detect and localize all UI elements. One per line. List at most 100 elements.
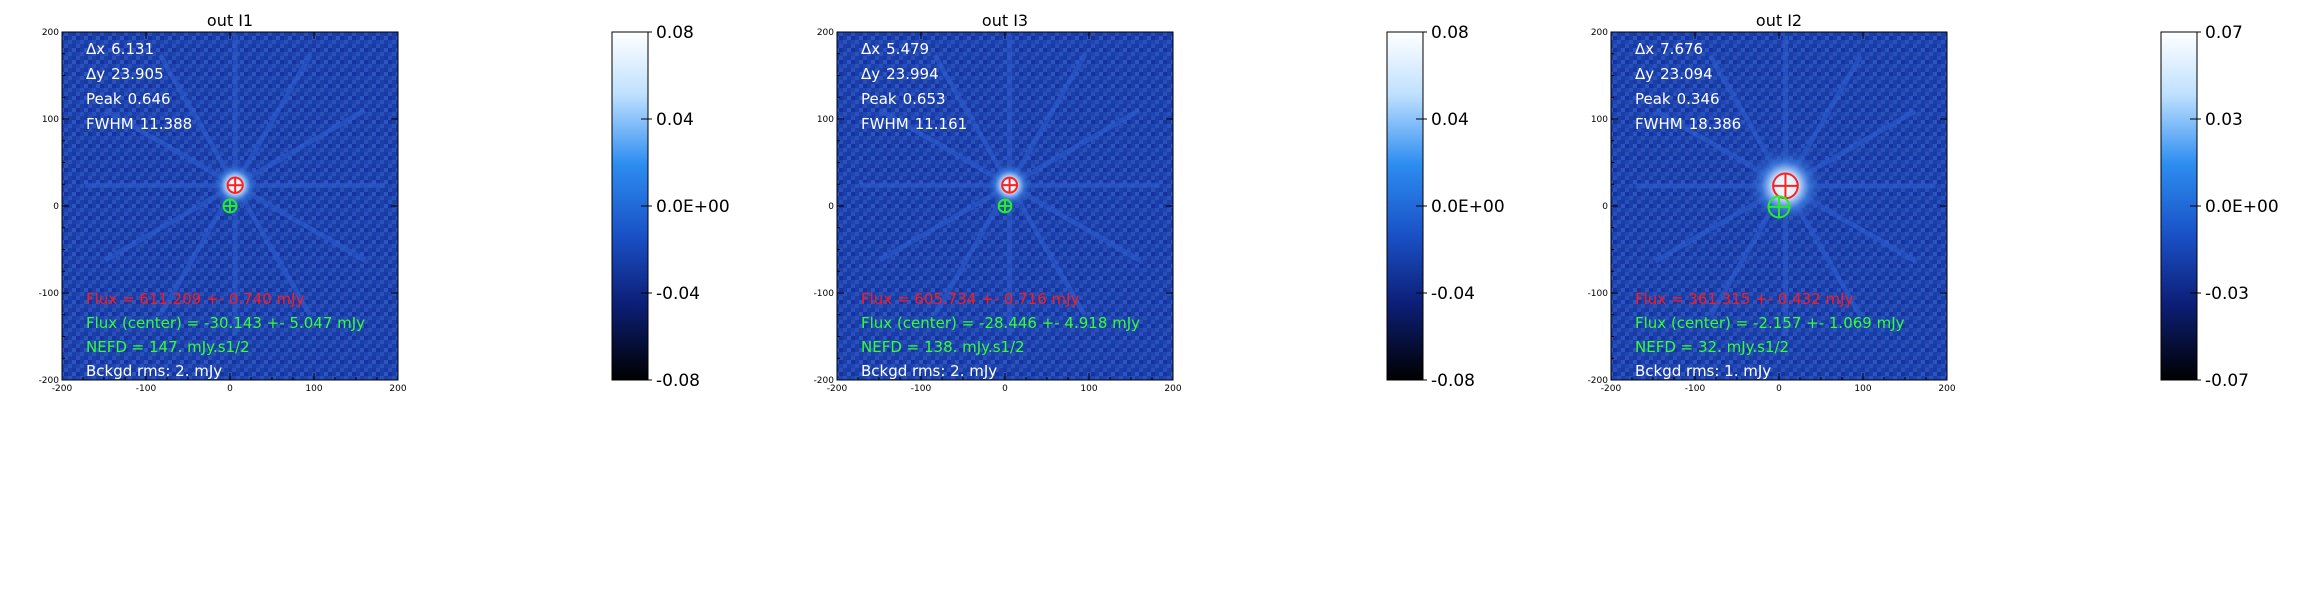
- nefd-text: NEFD = 147. mJy.s1/2: [86, 338, 250, 356]
- flux-center-text: Flux (center) = -30.143 +- 5.047 mJy: [86, 314, 365, 332]
- x-tick-label: -200: [1601, 384, 1622, 394]
- stat-value: 18.386: [1689, 115, 1742, 133]
- stat-value: 11.161: [915, 115, 968, 133]
- stat-value: 0.653: [903, 90, 946, 108]
- y-tick-label: -200: [814, 376, 835, 386]
- colorbar-tick-label: 0.08: [656, 23, 694, 43]
- stat-label: Δy: [86, 65, 105, 83]
- map-panel-2: out I3 -200 -100 0 100 200 -200 -100 0 100 200 Δx 5.…: [775, 0, 1550, 594]
- stat-value: 5.479: [886, 40, 929, 58]
- stat-value: 6.131: [111, 40, 154, 58]
- colorbar-tick-label: -0.07: [2205, 371, 2249, 391]
- flux-center-text: Flux (center) = -28.446 +- 4.918 mJy: [861, 314, 1140, 332]
- center-marker: [1767, 195, 1791, 219]
- peak-marker: [226, 176, 244, 194]
- x-tick-label: 0: [1002, 384, 1008, 394]
- y-tick-label: -100: [1588, 289, 1609, 299]
- colorbar-tick-label: -0.03: [2205, 284, 2249, 304]
- stat-peak-text: Peak 0.646: [86, 90, 171, 108]
- bckgd-rms-text: Bckgd rms: 2. mJy: [861, 362, 997, 380]
- y-tick-label: 0: [828, 202, 834, 212]
- x-tick-label: 200: [389, 384, 406, 394]
- heatmap-chart: out I1 -200 -100 0 100 200 -200 -100 0 100 200 Δx 6.…: [39, 11, 730, 394]
- map-panel-1: out I1 -200 -100 0 100 200 -200 -100 0 100 200 Δx 6.…: [0, 0, 775, 594]
- y-tick-label: -100: [39, 289, 60, 299]
- stat-fwhm-text: FWHM 18.386: [1635, 115, 1741, 133]
- y-tick-label: 200: [817, 28, 834, 38]
- stat-x-text: Δx 6.131: [86, 40, 154, 58]
- x-tick-label: -100: [911, 384, 932, 394]
- stat-y-text: Δy 23.994: [861, 65, 939, 83]
- stat-value: 23.094: [1660, 65, 1713, 83]
- stat-value: 23.994: [886, 65, 939, 83]
- x-tick-label: -200: [52, 384, 73, 394]
- y-tick-label: 200: [1591, 28, 1608, 38]
- stat-value: 11.388: [140, 115, 193, 133]
- stat-value: 23.905: [111, 65, 164, 83]
- flux-center-text: Flux (center) = -2.157 +- 1.069 mJy: [1635, 314, 1905, 332]
- stat-label: Δy: [1635, 65, 1654, 83]
- x-tick-label: 100: [1854, 384, 1871, 394]
- chart-title: out I1: [207, 11, 253, 30]
- map-panel-3: out I2 -200 -100 0 100 200 -200 -100 0 100 200 Δx 7.…: [1549, 0, 2324, 594]
- center-marker: [997, 198, 1013, 214]
- y-tick-label: 100: [42, 115, 59, 125]
- x-tick-label: -100: [1685, 384, 1706, 394]
- x-tick-label: 100: [305, 384, 322, 394]
- bckgd-rms-text: Bckgd rms: 2. mJy: [86, 362, 222, 380]
- colorbar-tick-label: 0.03: [2205, 110, 2243, 130]
- stat-label: FWHM: [861, 115, 909, 133]
- colorbar-tick-label: -0.08: [656, 371, 700, 391]
- y-tick-label: 100: [817, 115, 834, 125]
- colorbar-tick-label: -0.08: [1431, 371, 1475, 391]
- stat-fwhm-text: FWHM 11.161: [861, 115, 967, 133]
- chart-title: out I3: [982, 11, 1028, 30]
- x-tick-label: 100: [1080, 384, 1097, 394]
- y-tick-label: 0: [53, 202, 59, 212]
- colorbar-tick-label: 0.04: [1431, 110, 1469, 130]
- x-tick-label: 200: [1164, 384, 1181, 394]
- stat-label: Peak: [86, 90, 122, 108]
- heatmap-chart: out I3 -200 -100 0 100 200 -200 -100 0 100 200 Δx 5.…: [814, 11, 1505, 394]
- stat-peak-text: Peak 0.346: [1635, 90, 1720, 108]
- center-marker: [222, 198, 238, 214]
- axis-ticks: [61, 31, 399, 381]
- peak-marker: [1772, 172, 1799, 200]
- stat-label: Δx: [1635, 40, 1654, 58]
- flux-text: Flux = 605.734 +- 0.716 mJy: [861, 290, 1080, 308]
- chart-title: out I2: [1756, 11, 1802, 30]
- peak-marker: [1001, 176, 1019, 194]
- x-tick-label: 0: [227, 384, 233, 394]
- axis-ticks: [1610, 31, 1948, 381]
- heatmap-chart: out I2 -200 -100 0 100 200 -200 -100 0 100 200 Δx 7.…: [1588, 11, 2279, 394]
- x-tick-label: 0: [1776, 384, 1782, 394]
- stat-label: Peak: [861, 90, 897, 108]
- colorbar-tick-label: 0.04: [656, 110, 694, 130]
- colorbar-tick-label: 0.08: [1431, 23, 1469, 43]
- bckgd-rms-text: Bckgd rms: 1. mJy: [1635, 362, 1771, 380]
- stat-label: Peak: [1635, 90, 1671, 108]
- y-tick-label: 200: [42, 28, 59, 38]
- stat-value: 7.676: [1660, 40, 1703, 58]
- x-tick-label: 200: [1938, 384, 1955, 394]
- colorbar-tick-label: 0.0E+00: [2205, 197, 2279, 217]
- colorbar-tick-label: 0.0E+00: [656, 197, 730, 217]
- axis-ticks: [836, 31, 1174, 381]
- stat-label: FWHM: [86, 115, 134, 133]
- x-tick-label: -200: [827, 384, 848, 394]
- stat-value: 0.646: [128, 90, 171, 108]
- stat-value: 0.346: [1677, 90, 1720, 108]
- colorbar-tick-label: 0.07: [2205, 23, 2243, 43]
- flux-text: Flux = 611.209 +- 0.740 mJy: [86, 290, 305, 308]
- stat-y-text: Δy 23.905: [86, 65, 164, 83]
- nefd-text: NEFD = 32. mJy.s1/2: [1635, 338, 1789, 356]
- stat-label: FWHM: [1635, 115, 1683, 133]
- stat-peak-text: Peak 0.653: [861, 90, 946, 108]
- stat-x-text: Δx 5.479: [861, 40, 929, 58]
- x-tick-label: -100: [136, 384, 157, 394]
- y-tick-label: -100: [814, 289, 835, 299]
- y-tick-label: 100: [1591, 115, 1608, 125]
- stat-label: Δy: [861, 65, 880, 83]
- y-tick-label: -200: [1588, 376, 1609, 386]
- stat-label: Δx: [86, 40, 105, 58]
